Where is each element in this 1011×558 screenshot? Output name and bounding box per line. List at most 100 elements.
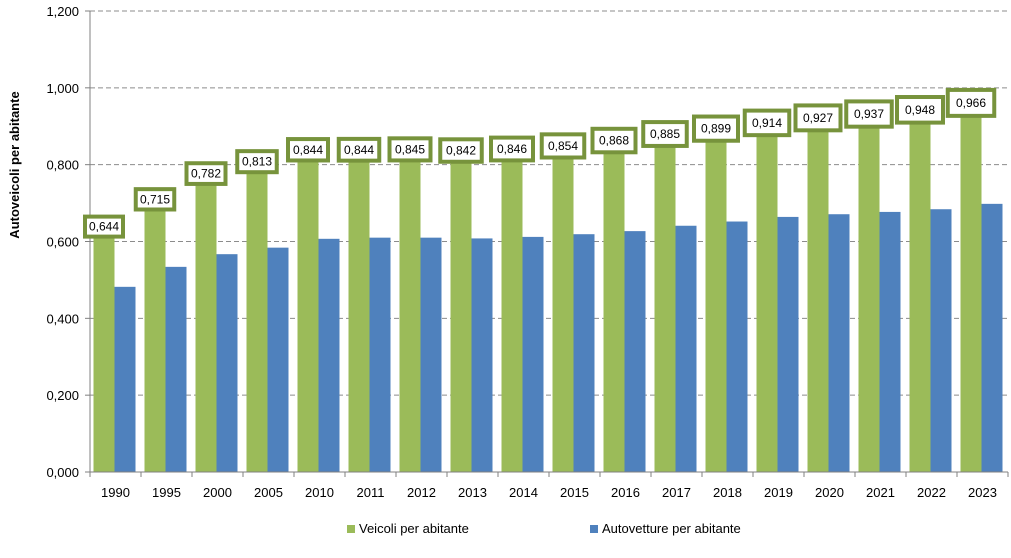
data-label-box bbox=[590, 126, 638, 155]
x-tick-label: 2015 bbox=[560, 485, 589, 500]
bar-veicoli-2016 bbox=[603, 138, 625, 472]
bar-autovetture-2011 bbox=[369, 237, 391, 472]
x-tick-label: 2016 bbox=[611, 485, 640, 500]
data-label-veicoli-2020: 0,927 bbox=[803, 111, 833, 125]
legend-swatch-autovetture bbox=[590, 524, 598, 533]
x-tick-label: 2021 bbox=[866, 485, 895, 500]
data-label-box bbox=[844, 99, 894, 129]
data-label-box bbox=[742, 108, 792, 138]
bar-veicoli-2019 bbox=[756, 120, 778, 472]
bar-autovetture-2023 bbox=[981, 203, 1003, 472]
data-label-veicoli-2016: 0,868 bbox=[599, 134, 629, 148]
bar-veicoli-1990 bbox=[93, 224, 115, 472]
data-label-veicoli-2019: 0,914 bbox=[752, 116, 782, 130]
bar-autovetture-2012 bbox=[420, 237, 442, 472]
data-label-box bbox=[387, 136, 433, 163]
x-tick-label: 2005 bbox=[254, 485, 283, 500]
bar-autovetture-2005 bbox=[267, 247, 289, 472]
legend-item-autovetture: Autovetture per abitante bbox=[590, 521, 741, 536]
bars bbox=[93, 100, 1003, 473]
data-label-veicoli-2017: 0,885 bbox=[650, 127, 680, 141]
legend-swatch-veicoli bbox=[347, 524, 355, 533]
bar-autovetture-2013 bbox=[471, 238, 493, 472]
bar-veicoli-2022 bbox=[909, 107, 931, 472]
data-label-veicoli-2000: 0,782 bbox=[191, 167, 221, 181]
bar-veicoli-2011 bbox=[348, 147, 370, 472]
data-label-veicoli-2023: 0,966 bbox=[956, 96, 986, 110]
x-tick-label: 2011 bbox=[357, 485, 385, 500]
legend-item-veicoli: Veicoli per abitante bbox=[347, 521, 469, 536]
data-label-veicoli-2022: 0,948 bbox=[905, 103, 935, 117]
data-label-veicoli-1990: 0,644 bbox=[89, 220, 119, 234]
bar-autovetture-2000 bbox=[216, 254, 238, 472]
data-label-box bbox=[133, 187, 177, 212]
bar-veicoli-2012 bbox=[399, 147, 421, 473]
bar-veicoli-2015 bbox=[552, 143, 574, 472]
data-label-box bbox=[336, 136, 382, 163]
bar-veicoli-2021 bbox=[858, 112, 880, 473]
x-tick-label: 2020 bbox=[815, 485, 844, 500]
bar-autovetture-2016 bbox=[624, 231, 646, 472]
data-label-veicoli-2011: 0,844 bbox=[344, 143, 374, 157]
y-tick-label: 0,200 bbox=[46, 388, 79, 403]
bar-autovetture-1990 bbox=[114, 286, 136, 472]
legend: Veicoli per abitante Autovetture per abi… bbox=[0, 521, 1011, 543]
x-tick-label: 2017 bbox=[662, 485, 691, 500]
data-label-veicoli-2021: 0,937 bbox=[854, 107, 884, 121]
bar-autovetture-1995 bbox=[165, 266, 187, 472]
bar-autovetture-2022 bbox=[930, 209, 952, 473]
data-label-box bbox=[539, 132, 587, 160]
bar-autovetture-2021 bbox=[879, 211, 901, 472]
y-axis: 0,000 0,200 0,400 0,600 0,800 1,000 1,200 bbox=[46, 4, 91, 480]
bar-veicoli-2000 bbox=[195, 171, 217, 472]
bar-veicoli-2014 bbox=[501, 146, 523, 472]
legend-label-veicoli: Veicoli per abitante bbox=[359, 521, 469, 536]
y-tick-label: 0,600 bbox=[46, 235, 79, 250]
data-label-box bbox=[895, 95, 945, 125]
data-label-box bbox=[286, 137, 330, 163]
bar-autovetture-2019 bbox=[777, 216, 799, 472]
bar-autovetture-2017 bbox=[675, 225, 697, 472]
x-tick-label: 1990 bbox=[101, 485, 130, 500]
x-tick-label: 2023 bbox=[968, 485, 997, 500]
data-label-box bbox=[793, 103, 843, 133]
x-tick-label: 1995 bbox=[152, 485, 181, 500]
data-label-veicoli-2013: 0,842 bbox=[446, 144, 476, 158]
bar-veicoli-2020 bbox=[807, 115, 829, 472]
bar-veicoli-2017 bbox=[654, 132, 676, 472]
data-label-veicoli-2015: 0,854 bbox=[548, 139, 578, 153]
data-label-box bbox=[945, 87, 997, 118]
x-tick-label: 2013 bbox=[458, 485, 487, 500]
bar-autovetture-2020 bbox=[828, 214, 850, 472]
bar-veicoli-1995 bbox=[144, 197, 166, 472]
bar-autovetture-2010 bbox=[318, 238, 340, 472]
data-labels: 0,644 0,715 0,782 0,813 0,844 0,844 0,845 0,842… bbox=[83, 87, 997, 239]
x-tick-label: 2012 bbox=[407, 485, 436, 500]
data-label-box bbox=[83, 214, 125, 239]
bar-veicoli-2018 bbox=[705, 126, 727, 473]
legend-label-autovetture: Autovetture per abitante bbox=[602, 521, 741, 536]
data-label-box bbox=[692, 114, 740, 143]
x-axis: 1990 1995 2000 2005 2010 2011 2012 2013 2014 2015… bbox=[89, 471, 1009, 500]
bar-veicoli-2023 bbox=[960, 100, 982, 473]
y-tick-label: 0,800 bbox=[46, 158, 79, 173]
data-label-box bbox=[184, 161, 228, 186]
y-tick-label: 1,200 bbox=[46, 4, 79, 19]
bar-autovetture-2014 bbox=[522, 236, 544, 472]
x-tick-label: 2010 bbox=[305, 485, 334, 500]
bar-veicoli-2005 bbox=[246, 159, 268, 473]
x-tick-label: 2018 bbox=[713, 485, 742, 500]
bar-autovetture-2015 bbox=[573, 234, 595, 472]
data-label-veicoli-2005: 0,813 bbox=[242, 155, 272, 169]
data-label-box bbox=[641, 120, 689, 148]
data-label-veicoli-1995: 0,715 bbox=[140, 192, 170, 206]
data-label-veicoli-2010: 0,844 bbox=[293, 143, 323, 157]
y-axis-title: Autoveicoli per abitante bbox=[7, 91, 22, 238]
data-label-veicoli-2014: 0,846 bbox=[497, 142, 527, 156]
data-label-veicoli-2018: 0,899 bbox=[701, 122, 731, 136]
data-label-box bbox=[438, 137, 484, 164]
x-tick-label: 2000 bbox=[203, 485, 232, 500]
data-label-veicoli-2012: 0,845 bbox=[395, 142, 425, 156]
x-tick-label: 2019 bbox=[764, 485, 793, 500]
